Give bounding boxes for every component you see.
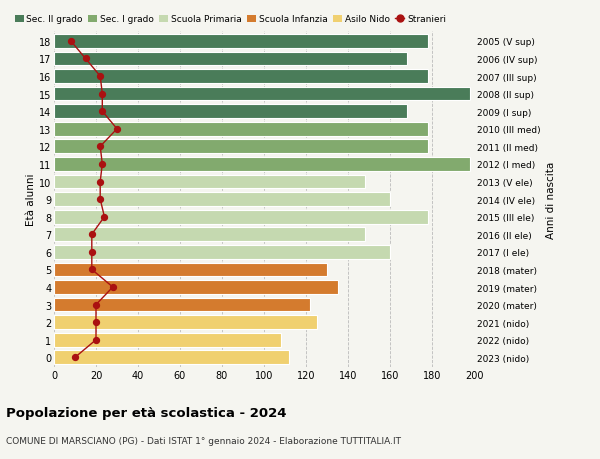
Bar	[54, 70, 428, 84]
Text: COMUNE DI MARSCIANO (PG) - Dati ISTAT 1° gennaio 2024 - Elaborazione TUTTITALIA.: COMUNE DI MARSCIANO (PG) - Dati ISTAT 1°…	[6, 436, 401, 445]
Bar	[54, 35, 428, 49]
Bar	[54, 210, 428, 224]
Point	[98, 108, 107, 116]
Bar	[54, 105, 407, 119]
Point	[87, 266, 97, 274]
Bar	[54, 351, 289, 364]
Point	[66, 38, 76, 45]
Y-axis label: Anni di nascita: Anni di nascita	[546, 161, 556, 238]
Point	[98, 161, 107, 168]
Point	[91, 301, 101, 308]
Point	[100, 213, 109, 221]
Bar	[54, 298, 310, 312]
Bar	[54, 140, 428, 154]
Point	[95, 143, 105, 151]
Bar	[54, 246, 390, 259]
Legend: Sec. II grado, Sec. I grado, Scuola Primaria, Scuola Infanzia, Asilo Nido, Stran: Sec. II grado, Sec. I grado, Scuola Prim…	[15, 15, 446, 24]
Point	[98, 91, 107, 98]
Point	[70, 354, 80, 361]
Point	[91, 319, 101, 326]
Point	[80, 56, 91, 63]
Point	[108, 284, 118, 291]
Bar	[54, 228, 365, 241]
Bar	[54, 263, 327, 277]
Bar	[54, 158, 470, 171]
Point	[91, 336, 101, 344]
Point	[87, 249, 97, 256]
Bar	[54, 280, 337, 294]
Text: Popolazione per età scolastica - 2024: Popolazione per età scolastica - 2024	[6, 406, 287, 419]
Bar	[54, 123, 428, 136]
Bar	[54, 333, 281, 347]
Bar	[54, 175, 365, 189]
Bar	[54, 316, 317, 329]
Point	[95, 73, 105, 80]
Bar	[54, 88, 470, 101]
Y-axis label: Età alunni: Età alunni	[26, 174, 36, 226]
Point	[95, 196, 105, 203]
Point	[112, 126, 122, 133]
Point	[87, 231, 97, 238]
Bar	[54, 193, 390, 207]
Bar	[54, 52, 407, 66]
Point	[95, 179, 105, 186]
